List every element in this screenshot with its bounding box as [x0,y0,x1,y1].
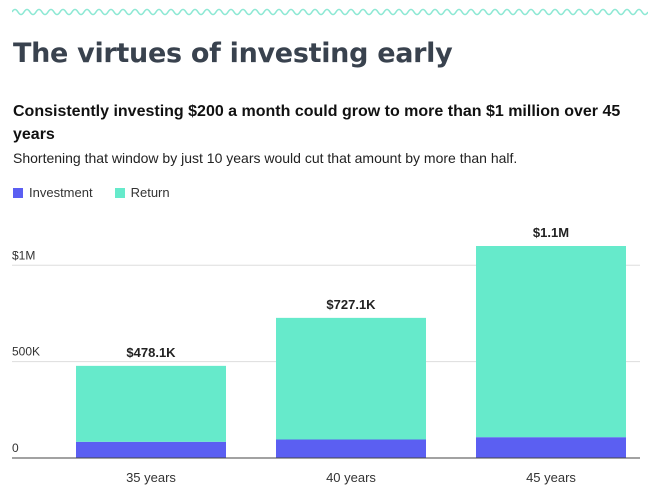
legend-label-return: Return [130,185,170,200]
data-label-3: $1.1M [533,225,569,240]
y-tick-label-1: 500K [12,345,40,359]
bar-investment-3 [476,437,626,458]
bar-return-2 [276,317,426,440]
x-tick-label-1: 35 years [126,470,176,485]
chart-note: Shortening that window by just 10 years … [13,150,518,166]
legend-label-investment: Investment [29,185,93,200]
legend-item-investment: Investment [13,185,93,200]
legend-swatch-return [114,187,125,198]
legend-item-return: Return [114,185,170,200]
legend-swatch-investment [13,187,23,198]
bar-investment-1 [76,441,226,458]
page-title: The virtues of investing early [13,38,453,69]
data-label-1: $478.1K [126,345,176,360]
bar-return-1 [76,365,226,442]
decorative-wave [12,8,648,16]
x-tick-label-2: 40 years [326,470,376,485]
bar-investment-2 [276,439,426,458]
chart-legend: Investment Return [13,185,170,200]
y-tick-label-0: 0 [12,441,19,455]
data-label-2: $727.1K [326,297,376,312]
bar-return-3 [476,246,626,438]
x-tick-label-3: 45 years [526,470,576,485]
y-tick-label-2: $1M [12,248,35,262]
chart-subtitle: Consistently investing $200 a month coul… [13,103,621,143]
